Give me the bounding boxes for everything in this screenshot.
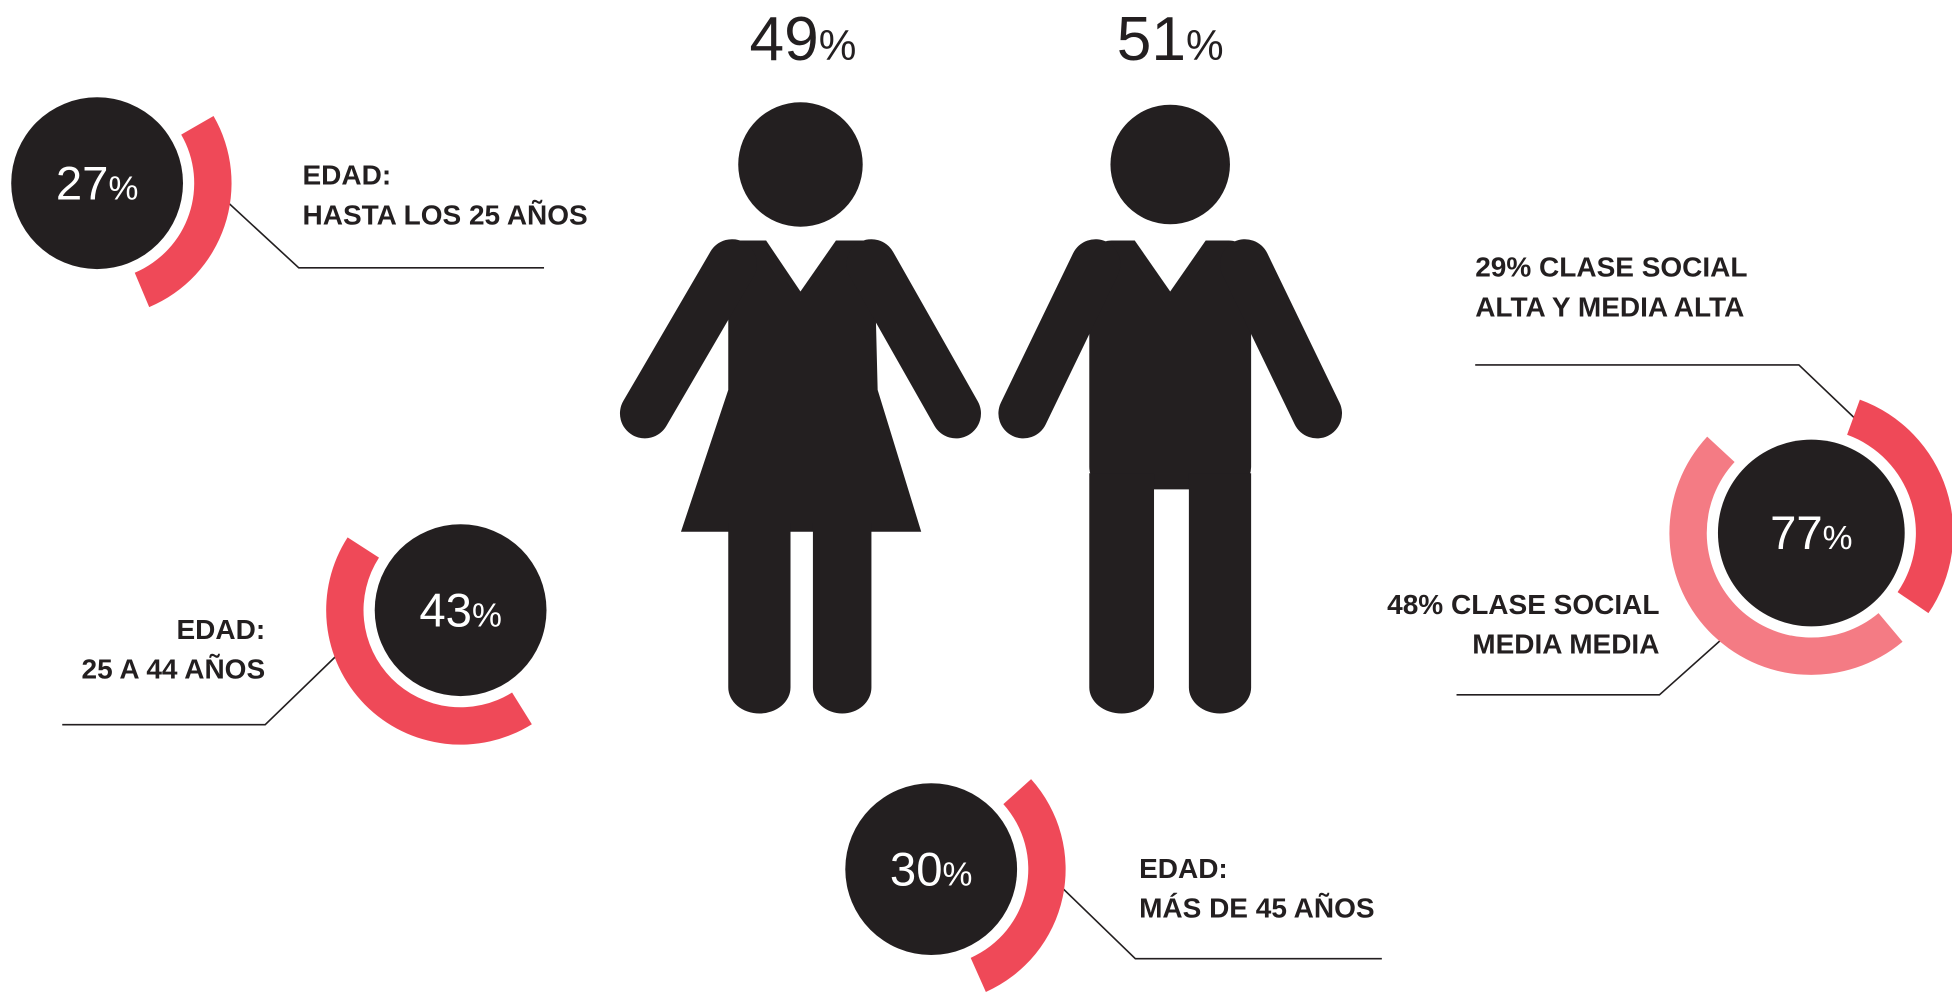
donut-arc [134,115,232,308]
donut-center [374,524,547,697]
donut-center [1717,439,1905,627]
leader-lines [62,192,1881,960]
gender-percent: 49% [750,5,857,74]
donut-percent: 27% [56,157,139,210]
donut-percent: 77% [1770,507,1853,560]
percent-unit: % [819,22,857,69]
donut-percent: 43% [419,584,502,637]
donut-percent: 30% [890,843,972,896]
label-line: EDAD: [1139,853,1228,884]
donut-arc [326,537,532,745]
label-line: ALTA Y MEDIA ALTA [1475,291,1744,322]
percent-unit: % [472,597,502,634]
label-line: MÁS DE 45 AÑOS [1139,893,1374,924]
woman-figure [619,102,981,714]
label-line: MEDIA MEDIA [1472,629,1659,660]
percent-unit: % [943,856,973,893]
percent-unit: % [1823,520,1853,557]
percent-value: 49 [750,5,819,74]
man-figure [998,104,1342,714]
label-line: 29% CLASE SOCIAL [1475,252,1747,283]
percent-value: 30 [890,843,943,896]
percent-value: 43 [419,584,472,637]
percent-value: 77 [1770,507,1823,560]
donut-arc [1669,436,1903,675]
percent-unit: % [1186,22,1224,69]
label-line: 25 A 44 AÑOS [82,654,266,685]
label-line: 48% CLASE SOCIAL [1387,589,1659,620]
percent-value: 51 [1117,5,1186,74]
label-line: HASTA LOS 25 AÑOS [303,199,588,230]
gender-percent: 51% [1117,5,1224,74]
label-line: EDAD: [176,614,265,645]
donut-center [11,97,183,270]
percent-value: 27 [56,157,109,210]
donut-arc [970,779,1066,992]
donut-center [845,783,1018,956]
label-line: EDAD: [303,159,392,190]
donut-arc [1847,399,1952,614]
percent-unit: % [108,170,138,207]
